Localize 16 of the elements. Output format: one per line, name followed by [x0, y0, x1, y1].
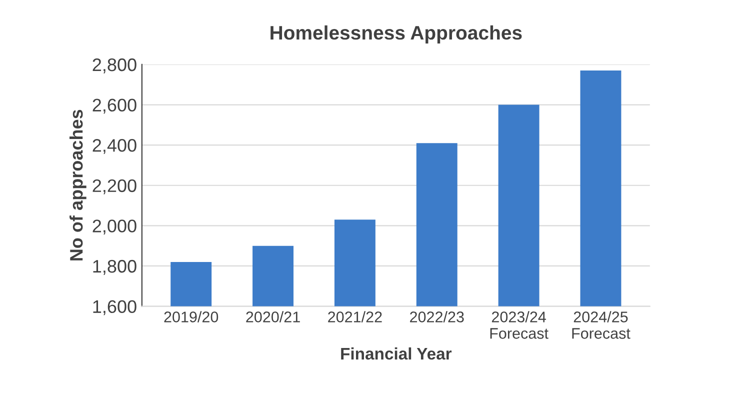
y-tick-label: 2,400 [92, 139, 136, 154]
y-tick-label: 2,600 [92, 98, 136, 114]
x-tick-label: 2021/22 [328, 311, 382, 322]
y-tick-label: 2,000 [92, 220, 136, 235]
x-tick-label: 2024/25 Forecast [572, 311, 630, 339]
x-tick-label: 2023/24 Forecast [490, 311, 548, 339]
x-tick-label: 2022/23 [410, 311, 464, 322]
x-axis-title: Financial Year [341, 347, 452, 360]
x-tick-label: 2020/21 [246, 311, 300, 322]
y-tick-label: 1,600 [93, 300, 136, 316]
chart-title: Homelessness Approaches [270, 25, 522, 44]
y-tick-label: 2,200 [92, 179, 136, 194]
x-tick-label: 2019/20 [164, 311, 218, 322]
y-tick-label: 1,800 [93, 260, 136, 275]
y-tick-label: 2,800 [92, 58, 136, 74]
y-axis-title: No of approaches [70, 110, 86, 260]
